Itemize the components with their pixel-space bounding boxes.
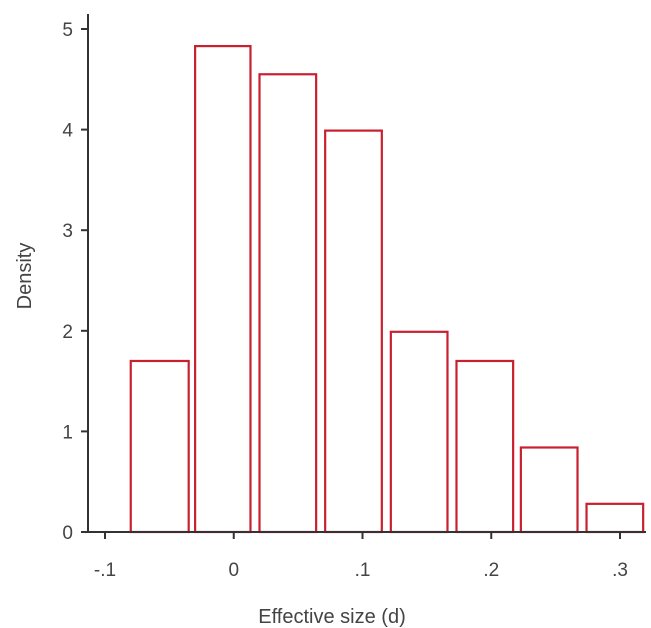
histogram-bar-2 (194, 45, 252, 534)
histogram-bar-7 (519, 446, 579, 534)
y-ticks: 0 1 2 3 4 5 (62, 20, 88, 544)
histogram-bar-4 (324, 129, 383, 534)
histogram-bar-8 (585, 502, 645, 534)
y-tick-label-3: 3 (62, 221, 73, 242)
histogram-bar-3 (258, 73, 318, 534)
histogram-bar-6 (455, 359, 515, 534)
x-tick-label-0: -.1 (94, 560, 116, 581)
x-axis-title: Effective size (d) (258, 606, 405, 628)
x-tick-label-1: 0 (228, 560, 239, 581)
x-ticks: -.1 0 .1 .2 .3 (94, 532, 628, 581)
histogram-bar-5 (389, 330, 449, 534)
y-axis: 0 1 2 3 4 5 (62, 14, 89, 544)
y-tick-label-1: 1 (62, 422, 73, 443)
x-tick-label-4: .3 (612, 560, 628, 581)
bars-group (129, 45, 645, 534)
histogram-bar-1 (129, 359, 190, 534)
y-tick-label-4: 4 (62, 121, 73, 142)
y-axis-title: Density (14, 243, 36, 310)
x-tick-label-2: .1 (355, 560, 371, 581)
x-tick-label-3: .2 (483, 560, 499, 581)
y-tick-label-5: 5 (62, 20, 73, 41)
y-tick-label-2: 2 (62, 322, 73, 343)
x-axis: -.1 0 .1 .2 .3 (88, 531, 646, 581)
y-tick-label-0: 0 (62, 523, 73, 544)
